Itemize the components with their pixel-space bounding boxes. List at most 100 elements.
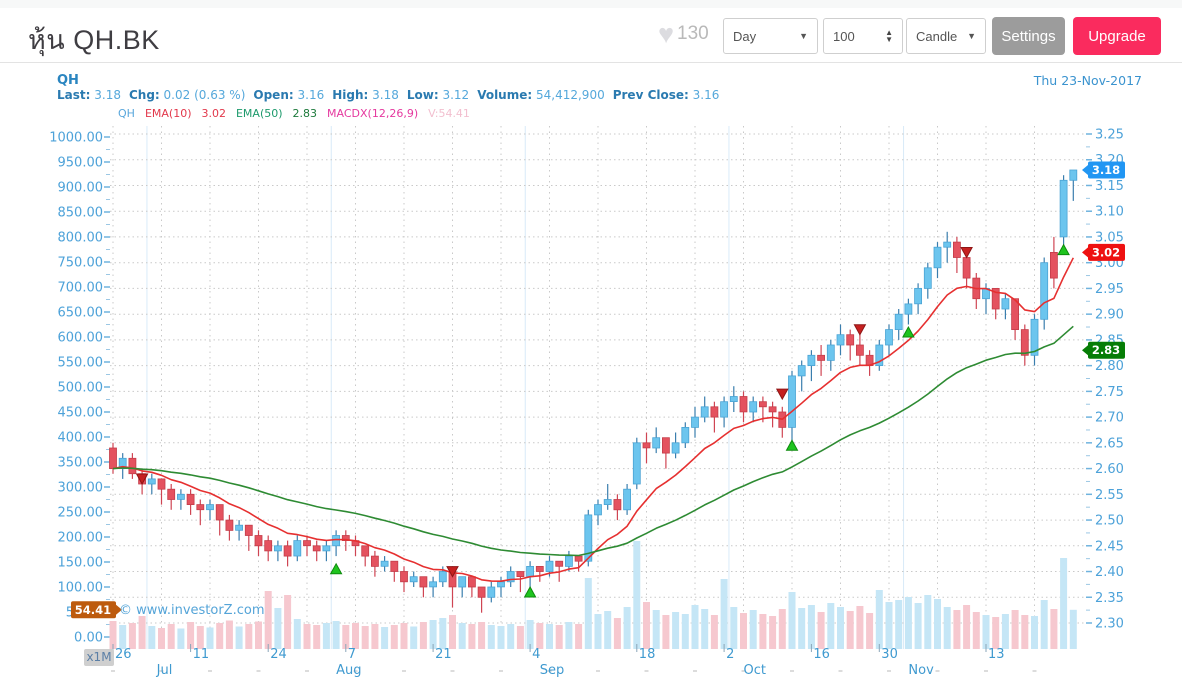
svg-text:3.15: 3.15: [1095, 179, 1124, 194]
svg-text:2.55: 2.55: [1095, 488, 1124, 503]
page-title: หุ้น QH.BK: [28, 25, 160, 55]
bars-count-input[interactable]: 100 ▲ ▼: [823, 18, 903, 54]
svg-text:4: 4: [532, 647, 540, 662]
stat-value: 3.12: [442, 88, 470, 102]
svg-text:Oct: Oct: [744, 663, 766, 678]
upgrade-button[interactable]: Upgrade: [1073, 17, 1161, 55]
svg-text:2.80: 2.80: [1095, 359, 1124, 374]
svg-text:2.95: 2.95: [1095, 282, 1124, 297]
stat-value: 3.16: [297, 88, 325, 102]
svg-text:600.00: 600.00: [58, 331, 104, 346]
svg-text:30: 30: [881, 647, 898, 662]
svg-text:750.00: 750.00: [58, 256, 104, 271]
svg-text:0.00: 0.00: [74, 631, 103, 646]
svg-text:Aug: Aug: [336, 663, 361, 678]
stat-label: Volume:: [477, 88, 533, 102]
svg-text:250.00: 250.00: [58, 506, 104, 521]
svg-text:850.00: 850.00: [58, 206, 104, 221]
svg-text:2.75: 2.75: [1095, 385, 1124, 400]
candlestick-chart-canvas[interactable]: 2.30 2.35 2.40 2.45 2.50 2.55 2.60 2.65 2.70 2.75…: [0, 63, 1182, 678]
legend-ema50-value: 2.83: [292, 107, 318, 120]
settings-button[interactable]: Settings: [992, 17, 1065, 55]
svg-text:2: 2: [726, 647, 734, 662]
legend-macd-label: MACDX(12,26,9): [327, 107, 419, 120]
svg-text:18: 18: [639, 647, 656, 662]
svg-text:350.00: 350.00: [58, 456, 104, 471]
likes-group: ♥ 130: [658, 20, 709, 48]
svg-text:950.00: 950.00: [58, 156, 104, 171]
svg-text:24: 24: [270, 647, 287, 662]
legend-symbol: QH: [118, 107, 135, 120]
svg-text:150.00: 150.00: [58, 556, 104, 571]
stat-value: 3.18: [372, 88, 399, 102]
svg-text:Sep: Sep: [540, 663, 565, 678]
svg-text:Jul: Jul: [156, 663, 173, 678]
stat-value: 0.02 (0.63 %): [163, 88, 246, 102]
chevron-down-icon: ▼: [799, 31, 808, 41]
svg-text:200.00: 200.00: [58, 531, 104, 546]
legend-ema50-label: EMA(50): [235, 107, 283, 120]
svg-text:400.00: 400.00: [58, 431, 104, 446]
legend-ema10-label: EMA(10): [144, 107, 192, 120]
quote-stats: Last: 3.18 Chg: 0.02 (0.63 %) Open: 3.16 Hi…: [57, 88, 727, 102]
svg-text:3.10: 3.10: [1095, 205, 1124, 220]
svg-text:550.00: 550.00: [58, 356, 104, 371]
svg-text:3.02: 3.02: [1092, 245, 1120, 259]
stat-label: Open:: [253, 88, 294, 102]
chart-type-value: Candle: [916, 28, 958, 44]
stat-value: 3.16: [692, 88, 720, 102]
svg-text:300.00: 300.00: [58, 481, 104, 496]
svg-text:700.00: 700.00: [58, 281, 104, 296]
chart-date: Thu 23-Nov-2017: [1033, 73, 1142, 88]
page-top-strip: [0, 0, 1182, 8]
svg-text:3.18: 3.18: [1092, 163, 1120, 177]
svg-text:16: 16: [813, 647, 830, 662]
stat-label: Prev Close:: [612, 88, 689, 102]
chevron-down-icon: ▼: [967, 31, 976, 41]
chart-legend: QH EMA(10) 3.02 EMA(50) 2.83 MACDX(12,26,9) V:…: [118, 107, 480, 120]
svg-text:900.00: 900.00: [58, 181, 104, 196]
svg-text:3.05: 3.05: [1095, 230, 1124, 245]
svg-text:2.45: 2.45: [1095, 539, 1124, 554]
stat-label: Last:: [57, 88, 91, 102]
period-select[interactable]: Day ▼: [723, 18, 818, 54]
svg-text:1000.00: 1000.00: [49, 131, 103, 146]
svg-text:11: 11: [193, 647, 210, 662]
svg-text:2.50: 2.50: [1095, 514, 1124, 529]
svg-text:21: 21: [435, 647, 452, 662]
bars-count-spinner[interactable]: ▲ ▼: [885, 28, 893, 44]
stat-label: Chg:: [128, 88, 160, 102]
app-header: หุ้น QH.BK ♥ 130 Day ▼ 100 ▲ ▼ Candle ▼ …: [0, 8, 1182, 63]
chart-type-select[interactable]: Candle ▼: [906, 18, 986, 54]
like-count: 130: [677, 23, 709, 44]
svg-text:650.00: 650.00: [58, 306, 104, 321]
stat-value: 54,412,900: [536, 88, 605, 102]
price-chart[interactable]: 2.30 2.35 2.40 2.45 2.50 2.55 2.60 2.65 2.70 2.75…: [0, 63, 1182, 678]
svg-text:800.00: 800.00: [58, 231, 104, 246]
spinner-up-icon[interactable]: ▲: [885, 28, 893, 37]
svg-text:2.40: 2.40: [1095, 565, 1124, 580]
legend-volume-label: V:54.41: [428, 107, 470, 120]
stat-label: High:: [332, 88, 369, 102]
period-select-value: Day: [733, 28, 757, 44]
svg-text:54.41: 54.41: [75, 603, 111, 617]
chart-symbol: QH: [57, 73, 79, 88]
svg-text:2.70: 2.70: [1095, 411, 1124, 426]
svg-text:2.90: 2.90: [1095, 308, 1124, 323]
svg-text:500.00: 500.00: [58, 381, 104, 396]
bars-count-value: 100: [833, 28, 855, 44]
svg-text:7: 7: [348, 647, 356, 662]
svg-text:26: 26: [115, 647, 132, 662]
heart-icon[interactable]: ♥: [658, 19, 675, 49]
svg-text:3.25: 3.25: [1095, 128, 1124, 143]
spinner-down-icon[interactable]: ▼: [885, 35, 893, 44]
svg-text:450.00: 450.00: [58, 406, 104, 421]
stat-label: Low:: [406, 88, 439, 102]
watermark: © www.investorZ.com: [119, 603, 265, 618]
svg-text:100.00: 100.00: [58, 581, 104, 596]
svg-text:2.83: 2.83: [1092, 343, 1120, 357]
volume-unit-badge: x1M: [84, 649, 114, 666]
svg-text:Nov: Nov: [908, 663, 934, 678]
svg-text:2.35: 2.35: [1095, 591, 1124, 606]
legend-ema10-value: 3.02: [201, 107, 226, 120]
